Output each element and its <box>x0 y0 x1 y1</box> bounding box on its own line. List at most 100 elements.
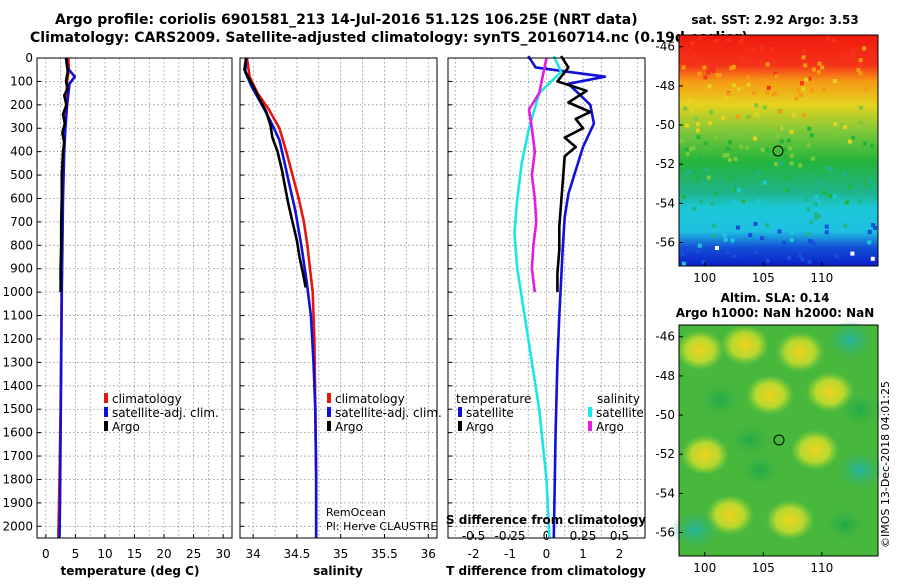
sst-pixel <box>718 73 722 78</box>
sst-pixel <box>721 116 725 121</box>
sst-pixel <box>726 91 731 96</box>
sst-pixel <box>792 113 797 118</box>
sst-pixel <box>760 77 765 82</box>
sst-pixel <box>727 158 732 162</box>
sla-map-subtitle: Argo h1000: NaN h2000: NaN <box>676 306 875 320</box>
y-tick-label: 900 <box>10 262 33 276</box>
sla-map-axes: 100 105 110 -46 -48 -50 -52 -54 -56 <box>655 330 833 575</box>
y-tick-label: 1500 <box>2 402 33 416</box>
legend-swatch-s-satellite <box>588 407 592 417</box>
temperature-panel: 0100200300400500600700800900100011001200… <box>2 51 233 561</box>
sst-pixel <box>840 123 845 128</box>
credit-text: ©IMOS 13-Dec-2018 04:01:25 <box>879 381 892 548</box>
lat-tick-label: -50 <box>655 408 675 422</box>
sla-anomaly-blob <box>791 430 839 470</box>
series-line-argo <box>243 57 307 288</box>
sst-pixel <box>814 212 819 217</box>
sst-pixel <box>790 215 795 220</box>
x-tick-label: 10 <box>97 547 112 561</box>
sst-pixel <box>745 145 750 150</box>
sst-pixel <box>736 114 741 119</box>
difference-xlabel-salinity: S difference from climatology <box>446 513 646 527</box>
sst-pixel <box>811 240 816 245</box>
sst-pixel <box>699 200 704 205</box>
sst-pixel <box>822 61 827 66</box>
lon-tick-label: 105 <box>752 271 775 285</box>
sst-pixel <box>696 122 700 127</box>
legend-swatch-satellite <box>327 407 331 417</box>
x-tick-label: -2 <box>468 547 480 561</box>
plot-frame <box>36 57 233 539</box>
y-tick-label: 600 <box>10 191 33 205</box>
sst-pixel <box>681 65 686 70</box>
y-tick-label: 300 <box>10 121 33 135</box>
sst-pixel <box>739 128 744 133</box>
sst-pixel <box>778 109 783 114</box>
sst-pixel <box>734 128 739 133</box>
sst-pixel <box>679 56 683 61</box>
sst-pixel <box>714 39 719 44</box>
sst-pixel <box>766 85 771 90</box>
sst-pixel <box>798 219 803 224</box>
salinity-annotation-pi: PI: Herve CLAUSTRE <box>326 520 437 533</box>
sst-pixel <box>871 223 875 228</box>
sst-pixel <box>728 140 732 145</box>
sst-pixel <box>759 45 764 50</box>
legend-diff-t-argo: Argo <box>466 420 494 434</box>
sst-pixel <box>746 75 751 80</box>
sst-pixel <box>694 116 698 121</box>
x-tick-label: 15 <box>127 547 142 561</box>
difference-legend: temperature satellite Argo salinity sate… <box>456 392 644 434</box>
sst-pixel <box>788 146 793 151</box>
series-line-t-argo <box>556 55 592 293</box>
sla-anomaly-blob <box>836 450 884 490</box>
sst-pixel <box>863 86 868 91</box>
sst-pixel <box>722 153 727 158</box>
sst-pixel <box>765 258 770 263</box>
legend-diff-t-satellite: satellite <box>466 406 514 420</box>
sla-map-title: Altim. SLA: 0.14 <box>721 291 830 305</box>
y-tick-label: 0 <box>25 51 33 65</box>
sst-pixel <box>856 68 861 73</box>
legend-diff-s-satellite: satellite <box>596 406 644 420</box>
sst-pixel <box>692 206 696 211</box>
x-tick-label: 35 <box>333 547 348 561</box>
sst-pixel <box>776 126 781 131</box>
x-tick-label-salinity: 0 <box>543 529 551 543</box>
sst-pixel <box>693 184 698 189</box>
lat-tick-label: -52 <box>655 447 675 461</box>
sst-pixel <box>709 110 713 114</box>
sst-pixel <box>833 122 838 126</box>
legend-diff-s-argo: Argo <box>596 420 624 434</box>
sst-pixel <box>730 238 735 243</box>
sst-pixel <box>809 133 814 138</box>
sst-pixel <box>828 194 833 199</box>
y-tick-label: 200 <box>10 98 33 112</box>
sst-pixel <box>748 187 753 192</box>
x-tick-label-salinity: 0.25 <box>570 529 597 543</box>
sst-pixel <box>725 245 730 250</box>
sst-pixel <box>708 120 712 125</box>
sst-pixel <box>843 223 848 228</box>
sst-pixel <box>697 36 702 41</box>
lon-tick-label: 110 <box>810 561 833 575</box>
sst-pixel <box>807 168 812 173</box>
sst-pixel <box>836 102 841 107</box>
sst-pixel <box>820 65 825 70</box>
sst-pixel <box>726 38 731 43</box>
sst-pixel <box>753 136 758 141</box>
sst-pixel <box>683 53 688 58</box>
legend-temp-satellite: satellite-adj. clim. <box>112 406 219 420</box>
sst-pixel <box>715 246 719 250</box>
lat-tick-label: -54 <box>655 486 675 500</box>
plot-frame <box>447 57 646 539</box>
y-tick-label: 1600 <box>2 426 33 440</box>
sst-pixel <box>782 147 787 152</box>
sst-pixel <box>785 175 790 180</box>
x-tick-label: 35.5 <box>371 547 398 561</box>
sla-anomaly-blob <box>726 420 774 460</box>
sst-pixel <box>832 79 837 84</box>
sst-pixel <box>858 71 863 76</box>
sst-pixel <box>789 238 794 242</box>
sst-pixel <box>743 79 748 84</box>
